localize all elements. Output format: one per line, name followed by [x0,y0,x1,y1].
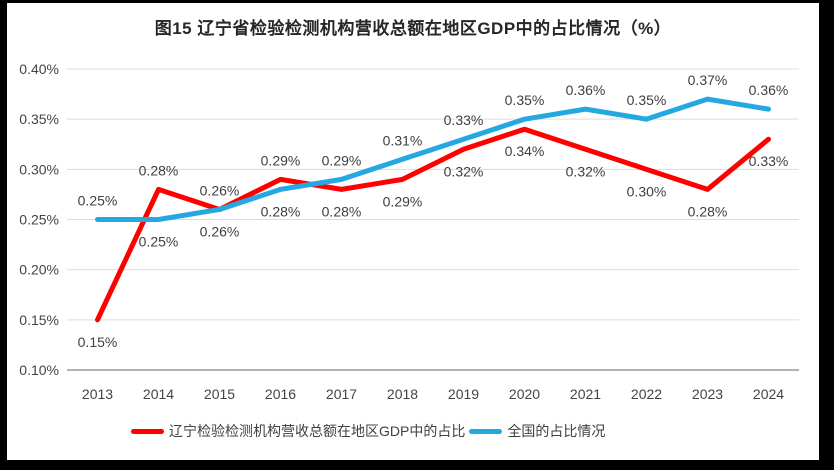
liaoning-data-label: 0.15% [78,334,118,350]
y-tick-label: 0.20% [19,262,59,278]
liaoning-data-label: 0.34% [505,143,545,159]
liaoning-data-label: 0.32% [566,163,606,179]
national-data-label: 0.37% [688,72,728,88]
x-tick-label: 2014 [143,386,174,402]
y-tick-label: 0.35% [19,111,59,127]
liaoning-data-label: 0.32% [444,163,484,179]
chart-title: 图15 辽宁省检验检测机构营收总额在地区GDP中的占比情况（%） [154,19,672,38]
national-data-label: 0.36% [566,82,606,98]
liaoning-data-label: 0.29% [383,193,423,209]
liaoning-data-label: 0.30% [627,183,667,199]
plot-area: 0.40% 0.35% 0.30% 0.25% 0.20% 0.15% 0.10% 2013 2… [19,61,799,402]
national-data-label: 0.35% [627,92,667,108]
national-data-label: 0.35% [505,92,545,108]
legend: 辽宁检验检测机构营收总额在地区GDP中的占比 全国的占比情况 [131,421,609,441]
national-data-label: 0.33% [444,112,484,128]
chart-canvas: 图15 辽宁省检验检测机构营收总额在地区GDP中的占比情况（%） 0.40% 0.… [7,3,819,460]
national-data-label: 0.36% [749,82,789,98]
x-tick-label: 2015 [204,386,235,402]
liaoning-data-label: 0.28% [322,203,362,219]
national-data-label: 0.31% [383,132,423,148]
liaoning-data-label: 0.28% [139,162,179,178]
liaoning-series-line [95,126,771,323]
y-tick-label: 0.25% [19,212,59,228]
liaoning-data-label: 0.28% [688,203,728,219]
x-tick-label: 2019 [448,386,479,402]
y-tick-label: 0.40% [19,61,59,77]
legend-label-liaoning: 辽宁检验检测机构营收总额在地区GDP中的占比 [169,423,466,439]
liaoning-data-label: 0.29% [261,152,301,168]
x-tick-label: 2024 [753,386,784,402]
legend-line-liaoning-icon [131,428,164,434]
national-data-label: 0.26% [200,223,240,239]
x-tick-label: 2013 [82,386,113,402]
legend-label-national: 全国的占比情况 [507,423,606,439]
national-data-label: 0.29% [322,152,362,168]
liaoning-data-label: 0.33% [749,153,789,169]
x-tick-label: 2020 [509,386,540,402]
x-tick-label: 2021 [570,386,601,402]
national-data-label: 0.28% [261,203,301,219]
y-tick-label: 0.30% [19,161,59,177]
x-tick-label: 2016 [265,386,296,402]
national-data-label: 0.25% [139,234,179,250]
x-tick-label: 2017 [326,386,357,402]
national-data-label: 0.25% [78,193,118,209]
liaoning-data-label: 0.26% [200,182,240,198]
y-tick-label: 0.10% [19,362,59,378]
x-tick-label: 2023 [692,386,723,402]
y-tick-label: 0.15% [19,312,59,328]
x-tick-label: 2022 [631,386,662,402]
national-series-line [95,96,771,222]
legend-line-national-icon [469,428,503,434]
x-tick-label: 2018 [387,386,418,402]
